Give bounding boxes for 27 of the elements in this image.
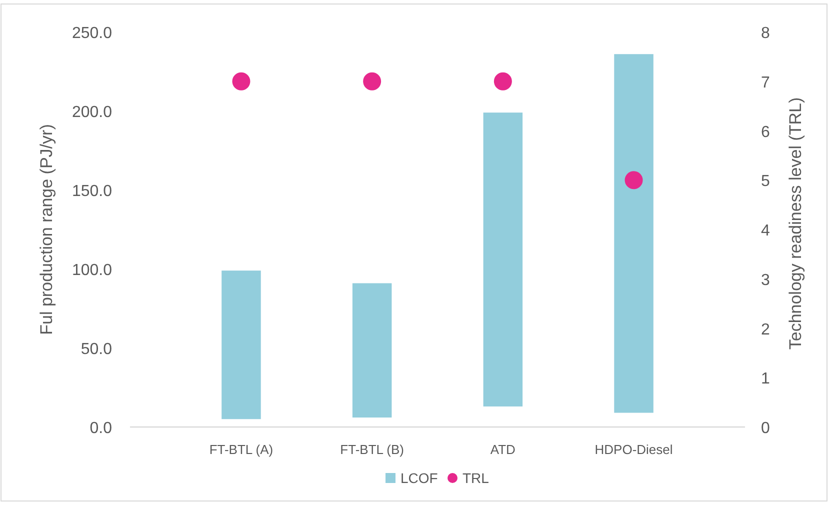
y-tick-label: 250.0 — [72, 25, 112, 42]
y2-tick-label: 7 — [761, 74, 770, 92]
y2-tick-label: 2 — [761, 321, 770, 338]
y2-tick-label: 8 — [761, 25, 770, 42]
x-tick-label: FT-BTL (A) — [209, 442, 274, 457]
bar — [222, 270, 261, 420]
y-tick-label: 200.0 — [72, 104, 112, 121]
x-tick-label: ATD — [490, 442, 516, 457]
y2-tick-label: 4 — [761, 222, 770, 240]
x-tick-label: FT-BTL (B) — [340, 442, 404, 457]
y-tick-label: 50.0 — [80, 341, 112, 358]
bar — [614, 54, 654, 413]
y2-tick-label: 6 — [761, 124, 770, 141]
y2-tick-label: 5 — [761, 173, 770, 190]
y-axis-title: Ful production range (PJ/yr) — [37, 124, 56, 335]
x-tick-label: HDPO-Diesel — [594, 442, 673, 457]
y2-tick-label: 3 — [761, 272, 770, 289]
bar — [352, 283, 392, 418]
y2-tick-label: 1 — [761, 370, 770, 388]
y-tick-label: 0.0 — [90, 420, 112, 437]
legend-label: TRL — [462, 470, 490, 486]
y-tick-label: 100.0 — [72, 262, 112, 279]
y2-axis-title: Technology readiness level (TRL) — [786, 97, 805, 350]
legend-label: LCOF — [400, 470, 438, 486]
bar — [483, 112, 523, 406]
y-tick-label: 150.0 — [72, 183, 112, 200]
y2-tick-label: 0 — [761, 420, 770, 437]
